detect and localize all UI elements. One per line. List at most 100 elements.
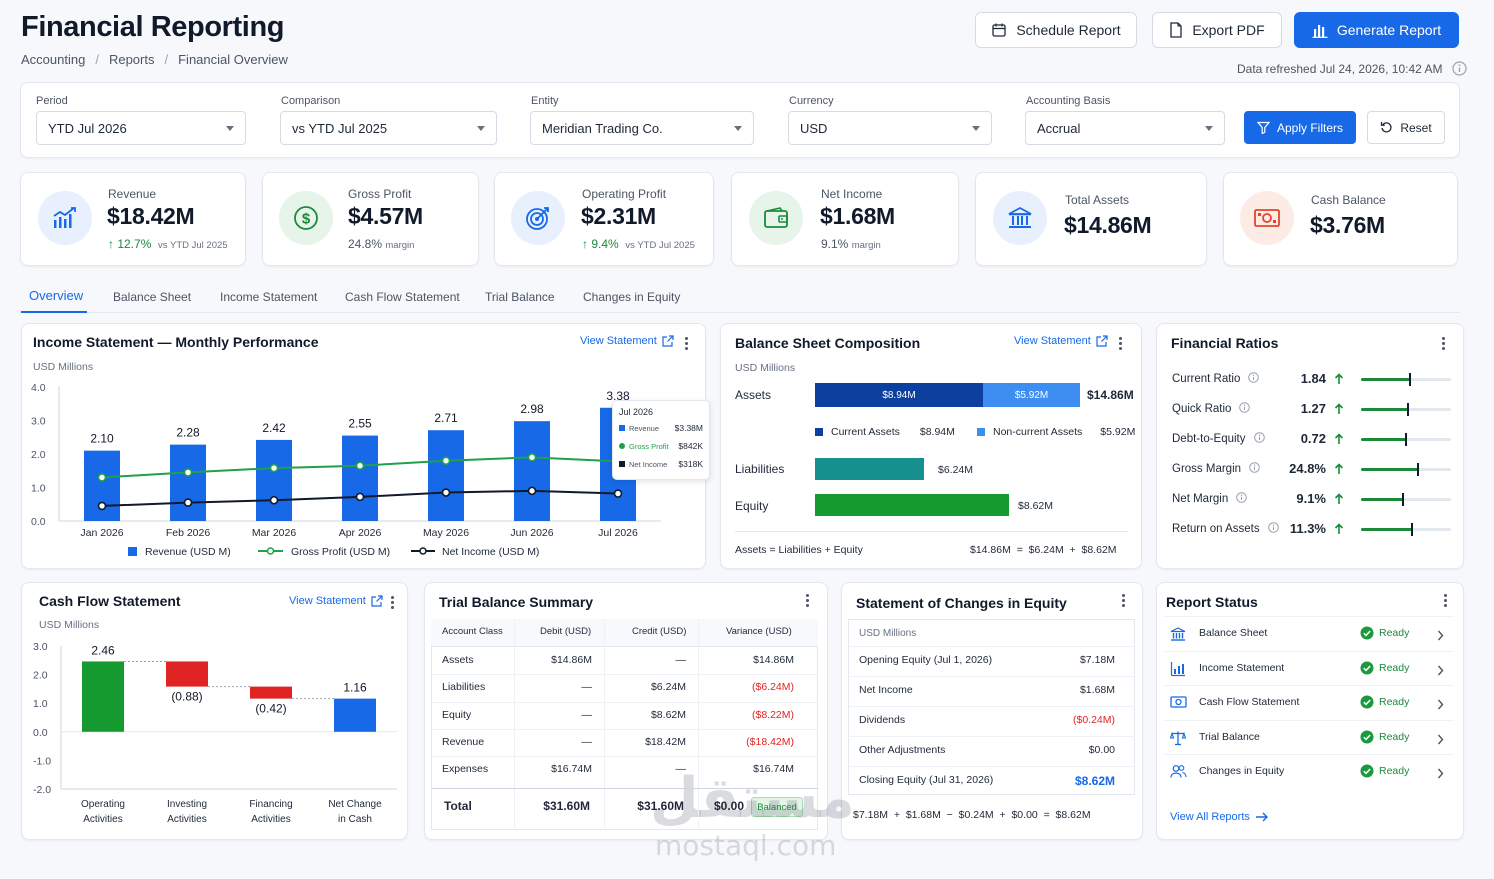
chevron-right-icon[interactable] — [1437, 628, 1444, 646]
info-icon[interactable] — [1249, 462, 1260, 476]
revenue-bar[interactable] — [256, 439, 292, 521]
view-all-reports-link[interactable]: View All Reports — [1170, 811, 1269, 823]
balance-title: Balance Sheet Composition — [735, 335, 921, 351]
tab-cash-flow[interactable]: Cash Flow Statement — [345, 290, 460, 304]
revenue-bar[interactable] — [170, 444, 206, 521]
x-tick-label: Activities — [83, 814, 122, 825]
cashflow-bar[interactable] — [250, 686, 292, 699]
gross-profit-point[interactable] — [527, 453, 537, 462]
schedule-report-button[interactable]: Schedule Report — [975, 12, 1137, 48]
gross-profit-point[interactable] — [269, 463, 279, 473]
chevron-down-icon — [1205, 125, 1213, 131]
y-tick-label: 2.0 — [31, 449, 46, 461]
report-name: Cash Flow Statement — [1199, 696, 1300, 708]
ratio-label: Quick Ratio — [1172, 402, 1251, 416]
chevron-right-icon[interactable] — [1437, 732, 1444, 750]
info-icon[interactable] — [1248, 372, 1260, 386]
x-tick-label: Jun 2026 — [510, 527, 553, 539]
export-pdf-button[interactable]: Export PDF — [1152, 12, 1282, 48]
more-options-icon[interactable] — [1122, 594, 1125, 607]
ratio-marker — [1408, 373, 1411, 386]
info-icon[interactable] — [1267, 522, 1279, 536]
tab-overview[interactable]: Overview — [29, 288, 84, 303]
chevron-down-icon — [734, 125, 742, 131]
more-options-icon[interactable] — [391, 596, 394, 609]
income-view-statement-link[interactable]: View Statement — [580, 335, 674, 347]
table-cell: Assets — [442, 654, 474, 666]
breadcrumb-item[interactable]: Reports — [108, 52, 155, 67]
breadcrumb-item[interactable]: Accounting — [21, 52, 86, 67]
basis-select[interactable]: Accrual — [1025, 111, 1225, 145]
tab-changes-in-equity[interactable]: Changes in Equity — [583, 290, 681, 304]
revenue-bar[interactable] — [342, 435, 378, 521]
tab-trial-balance[interactable]: Trial Balance — [485, 290, 555, 304]
y-tick-label: 2.0 — [33, 670, 48, 682]
gross-profit-point[interactable] — [183, 468, 193, 477]
reset-button[interactable]: Reset — [1367, 111, 1445, 144]
more-options-icon[interactable] — [685, 337, 688, 350]
cashflow-bar[interactable] — [166, 661, 208, 687]
noncurrent-assets-bar: $5.92M — [983, 383, 1080, 407]
tab-income-statement[interactable]: Income Statement — [220, 290, 318, 304]
net-income-point[interactable] — [527, 486, 537, 496]
period-select[interactable]: YTD Jul 2026 — [36, 111, 246, 145]
cashflow-bar[interactable] — [82, 661, 124, 732]
table-row-divider — [431, 728, 818, 730]
balance-view-statement-link[interactable]: View Statement — [1014, 335, 1108, 347]
bar-value-label: 2.55 — [348, 417, 372, 431]
table-row-divider — [431, 674, 818, 676]
revenue-bar[interactable] — [84, 450, 120, 521]
report-status-row[interactable] — [1164, 650, 1454, 685]
bar-value-label: 2.71 — [434, 411, 458, 425]
report-status-row[interactable] — [1164, 754, 1454, 788]
arrow-up-icon — [1334, 522, 1344, 540]
revenue-bar[interactable] — [428, 430, 464, 521]
info-icon[interactable] — [1452, 61, 1468, 76]
comparison-select[interactable]: vs YTD Jul 2025 — [280, 111, 497, 145]
more-options-icon[interactable] — [806, 594, 809, 607]
generate-report-button[interactable]: Generate Report — [1294, 12, 1459, 48]
chevron-right-icon[interactable] — [1437, 663, 1444, 681]
tab-balance-sheet[interactable]: Balance Sheet — [113, 290, 192, 304]
arrow-up-icon — [1334, 432, 1344, 450]
net-income-point[interactable] — [355, 492, 365, 502]
table-cell: $14.86M — [753, 654, 794, 666]
accounting-equation-label: Assets = Liabilities + Equity — [735, 544, 863, 556]
chevron-right-icon[interactable] — [1437, 697, 1444, 715]
report-status-row[interactable] — [1164, 616, 1454, 650]
more-options-icon[interactable] — [1442, 337, 1445, 350]
check-circle-icon — [1360, 661, 1374, 680]
info-icon[interactable] — [1253, 432, 1265, 446]
entity-select[interactable]: Meridian Trading Co. — [530, 111, 754, 145]
currency-select[interactable]: USD — [788, 111, 992, 145]
status-badge: Ready — [1379, 730, 1410, 743]
cashflow-view-statement-link[interactable]: View Statement — [289, 595, 383, 607]
info-icon[interactable] — [1239, 402, 1251, 416]
assets-label: Assets — [735, 388, 772, 402]
ratio-label: Return on Assets — [1172, 522, 1279, 536]
net-income-point[interactable] — [441, 488, 451, 497]
more-options-icon[interactable] — [1119, 337, 1122, 350]
report-status-card — [1156, 582, 1464, 840]
net-income-point[interactable] — [613, 489, 623, 498]
net-income-point[interactable] — [183, 498, 193, 507]
chevron-right-icon[interactable] — [1437, 766, 1444, 784]
arrow-up-icon — [1334, 372, 1344, 390]
more-options-icon[interactable] — [1444, 594, 1447, 607]
breadcrumb: Accounting / Reports / Financial Overvie… — [21, 52, 288, 67]
revenue-bar[interactable] — [514, 421, 550, 521]
table-row-divider — [431, 701, 818, 703]
report-status-row[interactable] — [1164, 685, 1454, 719]
bar-value-label: 2.98 — [520, 402, 544, 416]
tooltip-value: $318K — [678, 459, 703, 469]
net-income-point[interactable] — [97, 501, 107, 511]
report-status-row[interactable] — [1164, 719, 1454, 754]
gross-profit-point[interactable] — [355, 461, 365, 471]
info-icon[interactable] — [1236, 492, 1248, 506]
cashflow-bar[interactable] — [334, 698, 376, 732]
arrow-up-icon — [1334, 492, 1344, 510]
net-income-point[interactable] — [269, 495, 279, 505]
gross-profit-point[interactable] — [97, 473, 107, 482]
apply-filters-button[interactable]: Apply Filters — [1244, 111, 1356, 144]
gross-profit-point[interactable] — [441, 456, 451, 465]
